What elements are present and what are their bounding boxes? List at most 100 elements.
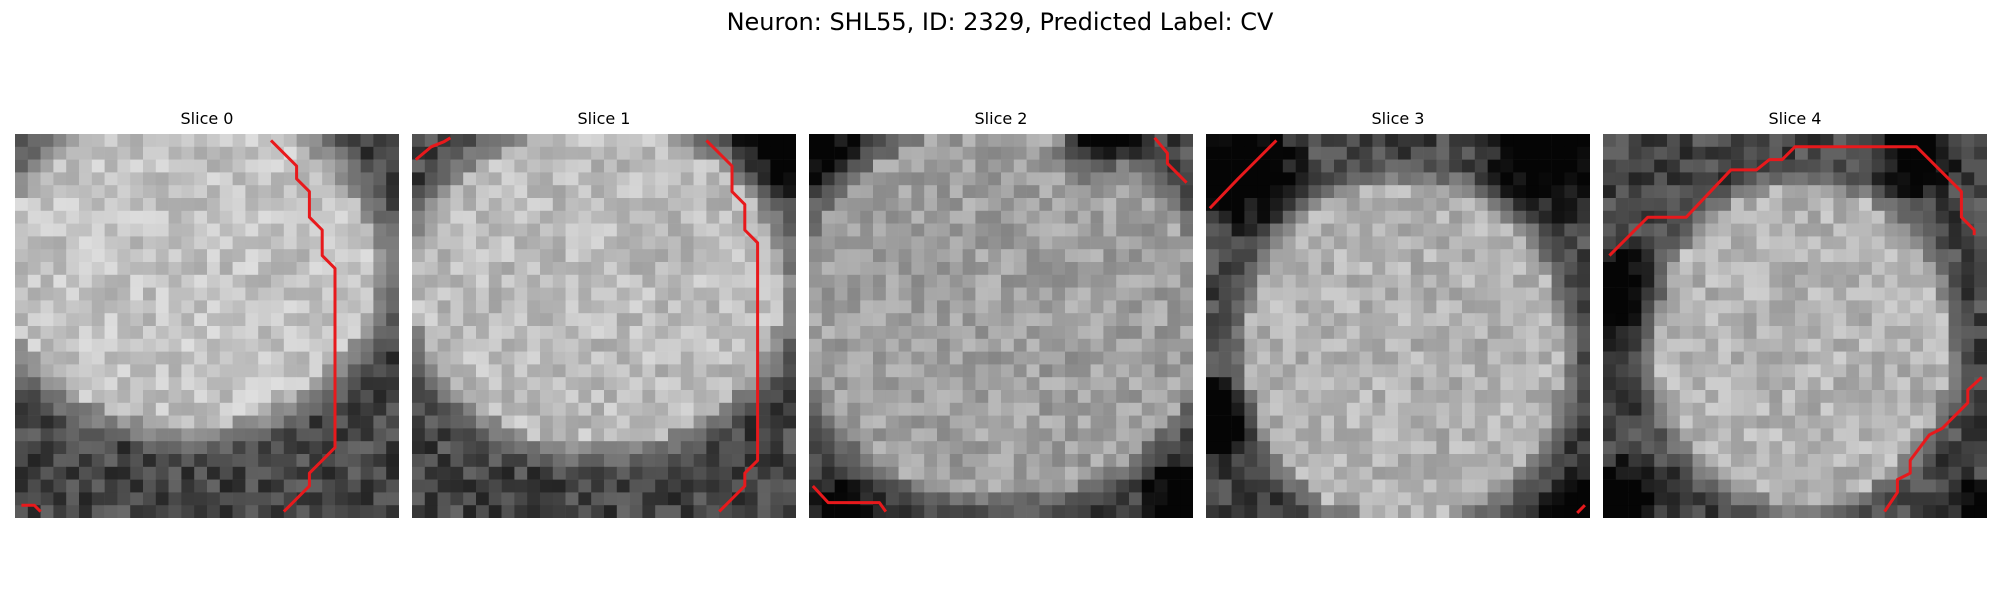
pixel: [245, 505, 259, 518]
pixel: [565, 287, 579, 301]
pixel: [296, 223, 310, 237]
pixel: [1731, 185, 1745, 199]
pixel: [1769, 172, 1783, 186]
pixel: [591, 236, 605, 250]
pixel: [1577, 492, 1590, 506]
pixel: [898, 390, 912, 404]
pixel: [1577, 454, 1590, 468]
pixel: [386, 134, 399, 148]
pixel: [540, 326, 554, 340]
pixel: [194, 159, 208, 173]
pixel: [258, 338, 272, 352]
pixel: [1474, 134, 1488, 148]
pixel: [245, 236, 259, 250]
pixel: [79, 287, 93, 301]
pixel: [181, 326, 195, 340]
pixel: [155, 172, 169, 186]
pixel: [1718, 236, 1732, 250]
pixel: [296, 287, 310, 301]
pixel: [1667, 159, 1681, 173]
pixel: [949, 262, 963, 276]
pixel: [1001, 428, 1015, 442]
pixel: [53, 428, 67, 442]
pixel: [1692, 466, 1706, 480]
pixel: [975, 185, 989, 199]
pixel: [1705, 172, 1719, 186]
pixel: [1923, 185, 1937, 199]
pixel: [1564, 198, 1578, 212]
pixel: [322, 466, 336, 480]
pixel: [1833, 287, 1847, 301]
pixel: [1564, 300, 1578, 314]
pixel: [1206, 134, 1220, 148]
pixel: [143, 159, 157, 173]
pixel: [668, 402, 682, 416]
pixel: [1897, 236, 1911, 250]
pixel: [885, 466, 899, 480]
pixel: [1564, 134, 1578, 148]
pixel: [885, 274, 899, 288]
pixel: [143, 249, 157, 263]
pixel: [1935, 377, 1949, 391]
pixel: [117, 249, 131, 263]
pixel: [1129, 236, 1143, 250]
pixel: [565, 441, 579, 455]
pixel: [1039, 262, 1053, 276]
pixel: [668, 428, 682, 442]
pixel: [386, 236, 399, 250]
pixel: [1462, 338, 1476, 352]
pixel: [53, 249, 67, 263]
pixel: [1474, 185, 1488, 199]
pixel: [680, 236, 694, 250]
pixel: [732, 313, 746, 327]
pixel: [1141, 415, 1155, 429]
pixel: [322, 198, 336, 212]
pixel: [898, 479, 912, 493]
pixel: [962, 274, 976, 288]
pixel: [1948, 249, 1962, 263]
pixel: [591, 274, 605, 288]
pixel: [744, 172, 758, 186]
pixel: [1129, 262, 1143, 276]
pixel: [130, 454, 144, 468]
pixel: [1065, 172, 1079, 186]
pixel: [1743, 223, 1757, 237]
pixel: [463, 210, 477, 224]
pixel: [463, 505, 477, 518]
pixel: [1603, 454, 1617, 468]
pixel: [1628, 377, 1642, 391]
pixel: [79, 479, 93, 493]
pixel: [117, 223, 131, 237]
pixel: [1795, 185, 1809, 199]
pixel: [1513, 441, 1527, 455]
pixel: [1871, 172, 1885, 186]
pixel: [591, 338, 605, 352]
pixel: [155, 390, 169, 404]
pixel: [1462, 300, 1476, 314]
pixel: [668, 377, 682, 391]
pixel: [1769, 351, 1783, 365]
pixel: [91, 198, 105, 212]
pixel: [1910, 185, 1924, 199]
pixel: [373, 236, 387, 250]
pixel: [1705, 364, 1719, 378]
pixel: [1295, 210, 1309, 224]
pixel: [194, 300, 208, 314]
pixel: [1385, 351, 1399, 365]
pixel: [1321, 134, 1335, 148]
pixel: [1116, 390, 1130, 404]
pixel: [898, 466, 912, 480]
pixel: [680, 223, 694, 237]
pixel: [616, 377, 630, 391]
pixel: [15, 146, 29, 160]
pixel: [1334, 159, 1348, 173]
pixel: [860, 223, 874, 237]
pixel: [898, 415, 912, 429]
pixel: [1167, 390, 1181, 404]
pixel: [1820, 274, 1834, 288]
pixel: [27, 159, 41, 173]
pixel: [15, 262, 29, 276]
pixel: [1551, 223, 1565, 237]
pixel: [1398, 390, 1412, 404]
pixel: [1884, 223, 1898, 237]
